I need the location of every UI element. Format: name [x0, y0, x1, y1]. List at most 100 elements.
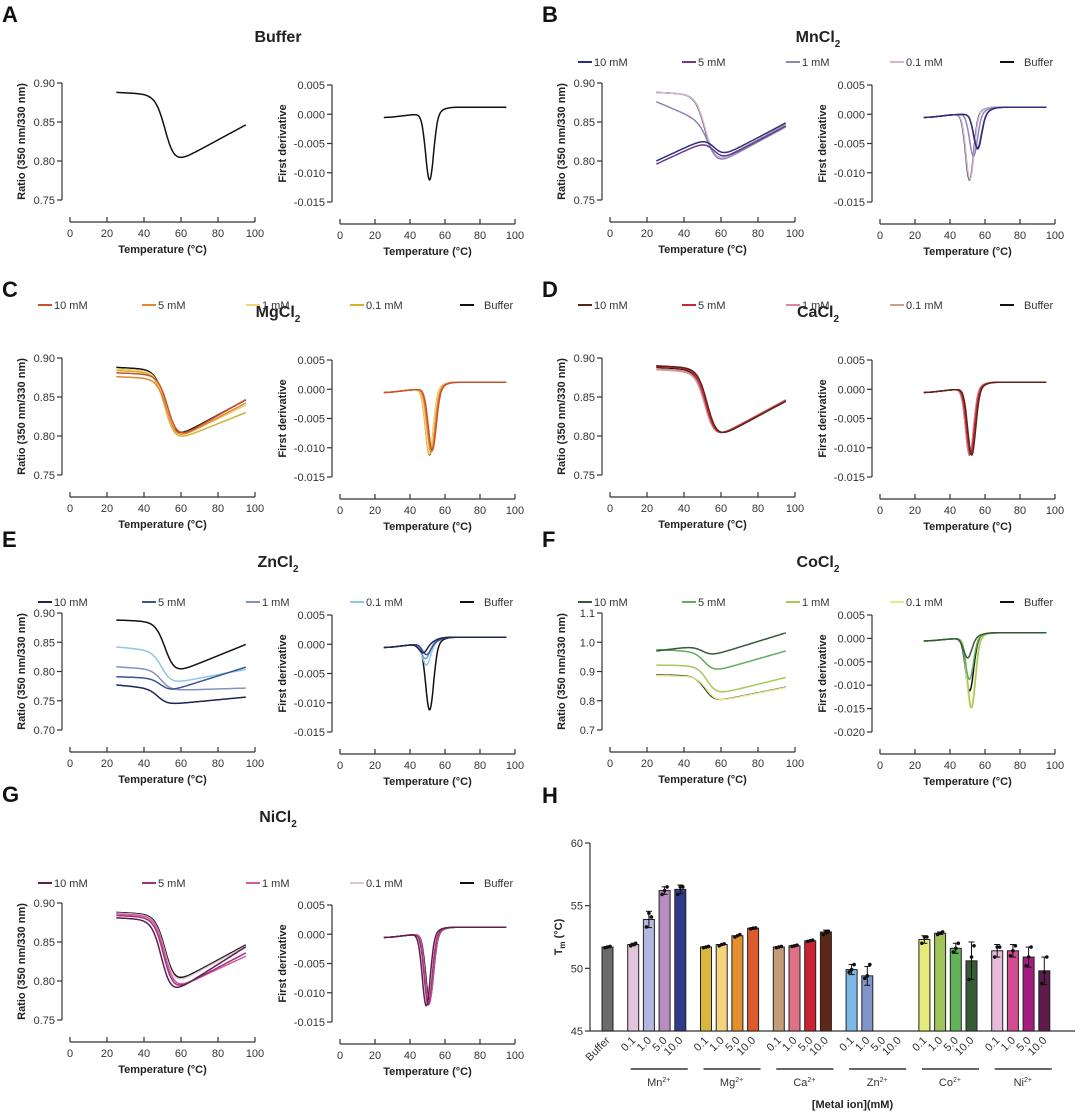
y-tick-label: -0.015 — [834, 197, 865, 209]
legend-label: 5 mM — [698, 57, 726, 69]
y-tick-label: 0.90 — [34, 898, 55, 910]
x-tick-label: 0 — [607, 758, 613, 770]
y-tick-label: 60 — [571, 838, 583, 850]
panel-f: F CoCl2 10 mM 5 mM 1 mM 0.1 mM Buffer 1.1 1.0 0.9… — [542, 527, 1064, 788]
x-tick-label: 20 — [369, 505, 381, 517]
data-point — [995, 945, 999, 949]
legend-item: 5 mM — [682, 300, 726, 312]
panel-title-main: MnCl — [796, 29, 835, 46]
data-point — [1026, 955, 1031, 959]
legend-label: 0.1 mM — [906, 57, 943, 69]
curve-0-1-mm — [923, 381, 1047, 456]
x-tick-label: 20 — [101, 228, 113, 240]
y-tick-label: -0.010 — [834, 168, 865, 180]
curve-1-mm — [923, 106, 1047, 157]
curve-buffer — [656, 366, 787, 434]
derivative-chart: 0.005 0.000 -0.005 -0.010 -0.015 First deriva… — [277, 610, 524, 788]
bar — [731, 935, 744, 1032]
data-point — [925, 935, 929, 939]
panel-title-subscript: 2 — [834, 564, 840, 575]
legend-label: 1 mM — [802, 300, 830, 312]
legend-item: 10 mM — [578, 300, 628, 312]
legend-item: 1 mM — [246, 597, 290, 609]
y-tick-label: 0.80 — [574, 156, 595, 168]
x-tick-label: 40 — [944, 230, 956, 242]
x-tick-label: 100 — [246, 228, 264, 240]
legend-label: 0.1 mM — [906, 300, 943, 312]
x-tick-label: 80 — [1014, 760, 1026, 772]
legend: 10 mM 5 mM 1 mM 0.1 mM Buffer — [38, 597, 513, 609]
bar — [949, 947, 962, 1032]
curve-1-mm — [116, 913, 247, 985]
ion-group-label: Mn2+ — [630, 1068, 688, 1089]
curve-buffer — [116, 911, 247, 979]
curve-5-mm — [656, 648, 786, 670]
legend-item: 5 mM — [682, 57, 726, 69]
x-tick-label: 40 — [404, 230, 416, 242]
curve-buffer — [923, 632, 1047, 692]
curve-0-1-mm — [656, 91, 787, 159]
y-tick-label: -0.015 — [294, 472, 325, 484]
y-tick-label: -0.015 — [294, 727, 325, 739]
curve-0-1-mm — [923, 632, 1047, 710]
data-point — [1029, 945, 1033, 949]
bar — [747, 927, 760, 1032]
panel-letter: H — [542, 783, 558, 808]
x-tick-label: 0 — [607, 228, 613, 240]
curve-5-mm — [116, 666, 247, 690]
legend-item: 1 mM — [786, 597, 830, 609]
x-tick-label: 0 — [877, 760, 883, 772]
x-tick-label: 20 — [101, 758, 113, 770]
ion-label: Ni2+ — [1014, 1077, 1032, 1089]
curve-5-mm — [383, 381, 507, 453]
curve-1-mm — [383, 636, 507, 660]
curve-10-mm — [383, 926, 507, 1007]
ratio-chart: 0.90 0.85 0.80 0.75 Ratio (350 nm/330 nm) 0 20… — [16, 898, 264, 1076]
y-tick-label: 0.90 — [34, 608, 55, 620]
x-tick-label: 20 — [909, 505, 921, 517]
legend-item: 0.1 mM — [350, 878, 403, 890]
x-axis-label: Temperature (°C) — [383, 521, 472, 533]
y-axis-label: First derivative — [277, 634, 289, 712]
data-point — [969, 955, 974, 959]
ion-symbol: Co — [939, 1077, 953, 1089]
legend: 10 mM 5 mM 1 mM 0.1 mM Buffer — [578, 57, 1053, 69]
data-point — [997, 945, 1002, 949]
curve-10-mm — [923, 381, 1047, 456]
x-tick-label: 10.0 — [953, 1035, 977, 1059]
x-tick-label: 100 — [246, 758, 264, 770]
data-point — [920, 941, 924, 946]
x-tick-label: 60 — [175, 228, 187, 240]
curve-0-1-mm — [116, 369, 247, 437]
y-tick-label: 0.75 — [34, 195, 55, 207]
x-axis-label: Temperature (°C) — [383, 776, 472, 788]
ion-group-label: Ca2+ — [776, 1068, 834, 1089]
panel-title: MgCl2 — [256, 304, 301, 325]
y-tick-label: -0.010 — [294, 168, 325, 180]
bar — [601, 946, 614, 1032]
x-tick-label: 80 — [474, 760, 486, 772]
data-point — [1040, 981, 1044, 986]
data-point — [849, 967, 854, 972]
panel-title-main: NiCl — [259, 809, 291, 826]
legend-item: 10 mM — [38, 878, 88, 890]
bar — [700, 946, 712, 1032]
legend-item: 0.1 mM — [350, 597, 403, 609]
legend-item: 0.1 mM — [350, 300, 403, 312]
y-axis-label: First derivative — [817, 379, 829, 457]
x-tick-label: 100 — [786, 503, 804, 515]
curve-10-mm — [656, 365, 787, 434]
data-point — [1042, 970, 1047, 974]
y-axis-label: First derivative — [817, 634, 829, 712]
x-tick-label: 10.0 — [1026, 1035, 1050, 1059]
x-tick-label: 80 — [212, 503, 224, 515]
panel-a: A Buffer 0.90 0.85 0.80 0.75 Ratio (350 nm/330… — [2, 2, 524, 258]
panel-title-subscript: 2 — [835, 39, 841, 50]
curve-10-mm — [116, 372, 247, 434]
legend-item: 10 mM — [38, 300, 88, 312]
legend-label: Buffer — [1024, 597, 1053, 609]
curve-10-mm — [656, 632, 787, 655]
x-tick-label: 0 — [877, 230, 883, 242]
x-tick-label: 0 — [337, 1050, 343, 1062]
y-tick-label: 0.75 — [34, 470, 55, 482]
